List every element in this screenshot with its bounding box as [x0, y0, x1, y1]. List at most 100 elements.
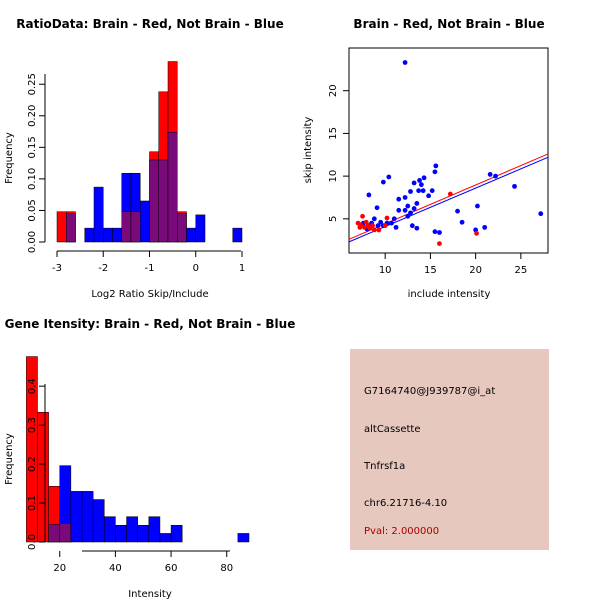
p-value: Pval: 2.000000 [364, 526, 440, 537]
ratio-y-tick-label: 0.00 [27, 231, 38, 253]
ratio-bar-overlap [121, 211, 132, 243]
gene-name: Tnfrsf1a [364, 461, 406, 472]
not-brain-point [512, 183, 517, 189]
not-brain-point [402, 195, 408, 200]
ratio-y-tick-label: 0.15 [27, 136, 38, 158]
intensity-bar-not-brain [70, 491, 83, 543]
not-brain-point [437, 230, 442, 235]
ratio-bar-overlap [177, 213, 187, 243]
probe-info-panel: G7164740@J939787@i_at altCassette Tnfrsf… [350, 349, 549, 550]
intensity-bar-not-brain [170, 524, 183, 543]
not-brain-point [396, 196, 402, 202]
not-brain-point [389, 220, 394, 226]
not-brain-point [405, 203, 411, 209]
not-brain-point [396, 207, 402, 213]
ratio-histogram: RatioData: Brain - Red, Not Brain - Blue… [4, 17, 284, 300]
not-brain-point [414, 201, 420, 206]
intensity-x-tick-label: 40 [109, 563, 122, 574]
not-brain-point [414, 225, 420, 231]
ratio-bar-not-brain [195, 214, 206, 243]
ratio-y-tick-label: 0.20 [27, 105, 38, 127]
brain-point [384, 215, 390, 221]
brain-point [376, 227, 382, 233]
not-brain-point [380, 179, 386, 185]
not-brain-point [420, 188, 426, 194]
ratio-x-tick-label: -2 [98, 263, 108, 274]
not-brain-point [432, 229, 438, 235]
scatter-y-label: skip intensity [303, 117, 314, 184]
ratio-bar-overlap [167, 131, 178, 243]
intensity-histogram-x-ticks: 20 40 60 80 [53, 551, 233, 574]
intensity-histogram-y-ticks: 0.0 0.1 0.2 0.3 0.4 [27, 378, 45, 550]
fit-line-blue [348, 156, 549, 243]
not-brain-point [386, 174, 392, 180]
scatter-x-tick-label: 25 [514, 265, 527, 276]
scatter-y-ticks: 5 10 15 20 [328, 84, 349, 222]
not-brain-point [408, 189, 413, 194]
intensity-histogram-y-label: Frequency [4, 433, 15, 485]
not-brain-point [493, 173, 498, 179]
intensity-bar-not-brain [81, 491, 94, 543]
not-brain-point [429, 188, 435, 194]
ratio-histogram-title: RatioData: Brain - Red, Not Brain - Blue [16, 17, 283, 31]
brain-point [361, 224, 367, 230]
ratio-y-tick-label: 0.05 [27, 199, 38, 221]
ratio-histogram-x-ticks: -3 -2 -1 0 1 [52, 251, 245, 274]
not-brain-point [418, 182, 424, 188]
not-brain-point [459, 219, 465, 225]
ratio-bar-not-brain [93, 186, 104, 243]
scatter-points [355, 60, 544, 247]
brain-point [357, 224, 363, 230]
ratio-histogram-x-label: Log2 Ratio Skip/Include [91, 289, 208, 300]
intensity-x-tick-label: 20 [53, 563, 66, 574]
ratio-bar-overlap [158, 159, 169, 243]
ratio-bar-brain [56, 211, 67, 243]
ratio-histogram-bars [56, 61, 243, 243]
not-brain-point [487, 172, 493, 177]
intensity-y-tick-label: 0.0 [27, 534, 38, 550]
intensity-bar-not-brain [137, 524, 150, 543]
intensity-bar-not-brain [159, 533, 172, 543]
intensity-y-tick-label: 0.4 [27, 378, 38, 394]
intensity-y-tick-label: 0.1 [27, 495, 38, 511]
scatter-y-tick-label: 15 [328, 127, 339, 140]
ratio-bar-not-brain [103, 227, 113, 243]
brain-point [447, 191, 453, 197]
intensity-x-tick-label: 60 [165, 563, 178, 574]
ratio-x-tick-label: -1 [145, 263, 155, 274]
scatter-y-tick-label: 20 [328, 84, 339, 97]
scatter-x-ticks: 10 15 20 25 [379, 253, 527, 276]
ratio-bar-not-brain [140, 200, 150, 243]
scatter-x-label: include intensity [408, 289, 491, 300]
not-brain-point [416, 188, 422, 194]
genomic-location: chr6.21716-4.10 [364, 498, 448, 509]
intensity-histogram-title: Gene Itensity: Brain - Red, Not Brain - … [5, 317, 296, 331]
not-brain-point [411, 180, 417, 186]
ratio-y-tick-label: 0.10 [27, 168, 38, 190]
intensity-bar-not-brain [148, 516, 161, 543]
intensity-histogram-x-label: Intensity [128, 589, 172, 600]
intensity-scatter: Brain - Red, Not Brain - Blue 10 15 20 25 5… [303, 17, 549, 300]
ratio-bar-not-brain [84, 227, 95, 243]
scatter-x-tick-label: 10 [379, 265, 392, 276]
intensity-x-tick-label: 80 [220, 563, 233, 574]
not-brain-point [408, 210, 413, 216]
intensity-bar-not-brain [237, 533, 250, 543]
not-brain-point [421, 175, 427, 181]
scatter-plot-box [348, 47, 549, 254]
brain-point [370, 223, 375, 229]
intensity-bar-not-brain [92, 499, 105, 543]
ratio-histogram-y-label: Frequency [4, 132, 15, 184]
not-brain-point [378, 219, 384, 225]
ratio-bar-not-brain [186, 227, 196, 243]
not-brain-point [393, 224, 399, 230]
probe-id: G7164740@J939787@i_at [364, 386, 496, 397]
ratio-bar-overlap [66, 213, 76, 243]
not-brain-point [391, 216, 397, 222]
not-brain-point [371, 216, 377, 222]
ratio-y-tick-label: 0.25 [27, 73, 38, 95]
not-brain-point [433, 163, 439, 169]
not-brain-point [402, 60, 408, 65]
scatter-x-tick-label: 20 [469, 265, 482, 276]
